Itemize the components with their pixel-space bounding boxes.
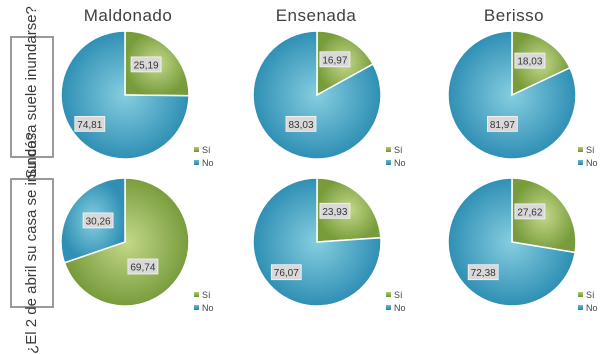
legend-swatch-si: [386, 292, 391, 297]
legend-label-si: Sí: [586, 145, 595, 155]
legend-swatch-si: [194, 292, 199, 297]
data-label-box: [514, 203, 546, 220]
legend-swatch-no: [194, 305, 199, 310]
data-label: 18,03: [517, 57, 542, 68]
data-label: 25,19: [134, 60, 159, 71]
legend-swatch-no: [578, 305, 583, 310]
legend-swatch-no: [386, 305, 391, 310]
legend-label-no: No: [202, 303, 214, 313]
data-label: 83,03: [288, 120, 313, 131]
legend-swatch-si: [386, 147, 391, 152]
legend-label-si: Sí: [202, 145, 211, 155]
data-label-box: [74, 116, 106, 132]
data-label-box: [514, 52, 546, 69]
legend-swatch-no: [194, 160, 199, 165]
data-label: 74,81: [77, 120, 102, 131]
legend-swatch-no: [578, 160, 583, 165]
pie-slice-no: [447, 30, 577, 160]
data-label: 30,26: [86, 216, 111, 227]
row-label-2-de-abril: ¿El 2 de abril su casa se inundó?: [10, 132, 54, 354]
legend-label-no: No: [394, 303, 406, 313]
data-label: 81,97: [490, 120, 515, 131]
legend-label-no: No: [202, 158, 214, 168]
data-label-box: [285, 116, 317, 132]
data-label-box: [467, 264, 499, 281]
column-title-ensenada: Ensenada: [275, 6, 357, 25]
legend-label-si: Sí: [394, 145, 403, 155]
data-label-box: [127, 258, 159, 275]
column-title-berisso: Berisso: [483, 6, 545, 25]
data-label: 76,07: [274, 268, 299, 279]
legend-swatch-si: [578, 147, 583, 152]
column-title-maldonado: Maldonado: [83, 6, 173, 25]
data-label: 69,74: [130, 263, 155, 274]
legend-swatch-si: [578, 292, 583, 297]
data-label: 16,97: [322, 55, 347, 66]
data-label-box: [319, 202, 351, 219]
data-label-box: [486, 116, 518, 132]
legend-label-no: No: [394, 158, 406, 168]
legend-swatch-si: [194, 147, 199, 152]
legend-label-si: Sí: [394, 290, 403, 300]
data-label-box: [319, 51, 351, 68]
data-label-box: [130, 56, 162, 73]
data-label-box: [82, 212, 114, 229]
pie-slice-no: [252, 30, 382, 160]
data-label: 72,38: [471, 268, 496, 279]
legend-label-no: No: [586, 303, 598, 313]
data-label-box: [270, 264, 302, 281]
data-label: 23,93: [322, 207, 347, 218]
legend-label-si: Sí: [586, 290, 595, 300]
data-label: 27,62: [517, 207, 542, 218]
legend-label-no: No: [586, 158, 598, 168]
pie-charts-grid: 25,19 74,81 Sí No 16,97 83,03 Sí No 18,03 81,97 Sí…: [60, 30, 598, 313]
legend-label-si: Sí: [202, 290, 211, 300]
row-label-suele-inundarse: ¿Su casa suele inundarse?: [10, 6, 54, 188]
legend-swatch-no: [386, 160, 391, 165]
